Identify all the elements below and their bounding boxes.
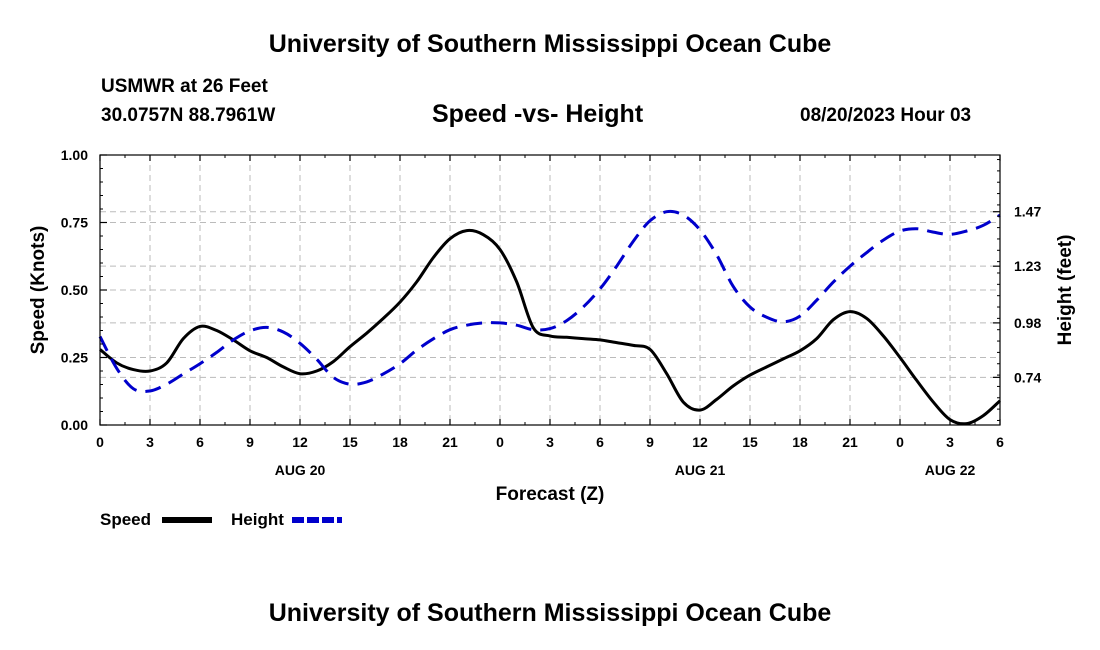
x-tick-label: 3 <box>146 434 154 450</box>
y-tick-label: 0.75 <box>61 215 88 231</box>
x-tick-label: 15 <box>742 434 758 450</box>
legend: Speed Height <box>100 510 342 529</box>
y2-axis-label: Height (feet) <box>1055 235 1076 346</box>
coordinates-label: 30.0757N 88.7961W <box>101 105 276 126</box>
y-tick-label: 1.00 <box>61 147 88 163</box>
x-tick-label: 0 <box>96 434 104 450</box>
x-tick-label: 12 <box>692 434 708 450</box>
x-tick-label: 9 <box>246 434 254 450</box>
y-axis-label: Speed (Knots) <box>28 226 49 355</box>
forecast-datetime: 08/20/2023 Hour 03 <box>800 105 972 126</box>
y2-tick-label: 1.23 <box>1014 258 1041 274</box>
x-tick-label: 6 <box>996 434 1004 450</box>
x-tick-label: 3 <box>546 434 554 450</box>
x-tick-label: 15 <box>342 434 358 450</box>
x-tick-label: 18 <box>392 434 408 450</box>
x-tick-label: 0 <box>496 434 504 450</box>
x-tick-label: 6 <box>596 434 604 450</box>
page-title: University of Southern Mississippi Ocean… <box>268 30 832 58</box>
tick-layer: 0 3 6 9 12 15 18 21 0 3 6 9 12 15 18 21 0 3 6 AUG 20 AUG 21 A… <box>61 147 1042 478</box>
series-layer <box>98 209 1002 426</box>
height-series-line <box>98 209 1001 394</box>
y-tick-label: 0.25 <box>61 350 88 366</box>
x-tick-label: 12 <box>292 434 308 450</box>
x-tick-label: 6 <box>196 434 204 450</box>
y-tick-label: 0.50 <box>61 282 88 298</box>
y2-tick-label: 0.98 <box>1014 315 1041 331</box>
speed-series-line <box>99 228 1002 426</box>
x-tick-label: 21 <box>442 434 458 450</box>
x-date-label: AUG 21 <box>675 462 726 478</box>
station-label: USMWR at 26 Feet <box>101 76 268 97</box>
x-axis-label: Forecast (Z) <box>496 484 605 505</box>
x-date-label: AUG 20 <box>275 462 326 478</box>
x-tick-label: 0 <box>896 434 904 450</box>
y2-tick-label: 0.74 <box>1014 369 1041 385</box>
footer-title: University of Southern Mississippi Ocean… <box>268 599 832 627</box>
x-tick-label: 3 <box>946 434 954 450</box>
grid-layer <box>99 154 1001 426</box>
legend-label-height: Height <box>231 510 284 529</box>
x-tick-label: 18 <box>792 434 808 450</box>
y2-tick-label: 1.47 <box>1014 204 1041 220</box>
y-tick-label: 0.00 <box>61 417 88 433</box>
chart-title: Speed -vs- Height <box>432 100 644 128</box>
legend-label-speed: Speed <box>100 510 151 529</box>
x-tick-label: 21 <box>842 434 858 450</box>
x-tick-label: 9 <box>646 434 654 450</box>
x-date-label: AUG 22 <box>925 462 976 478</box>
